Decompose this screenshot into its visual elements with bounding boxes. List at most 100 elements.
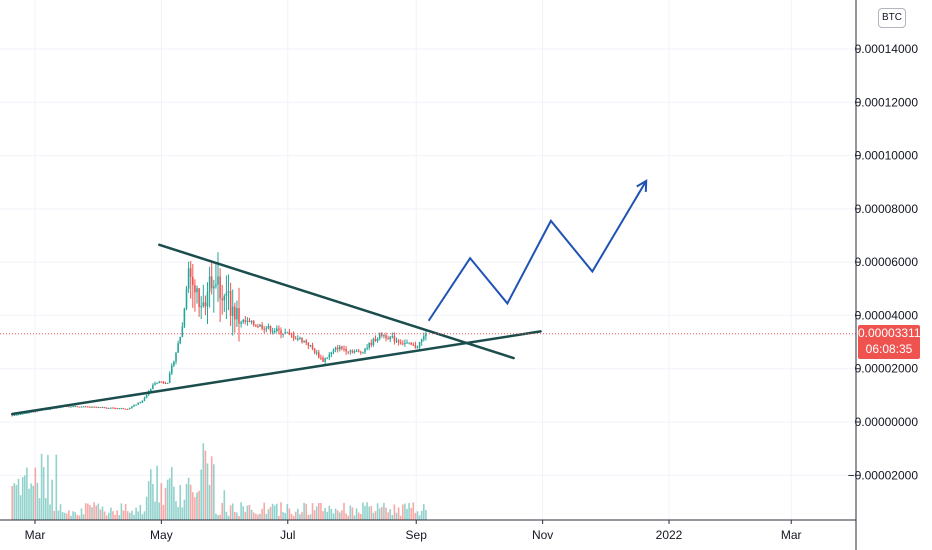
candle-body: [315, 352, 318, 354]
volume-bar: [360, 514, 362, 520]
volume-bar: [185, 483, 188, 520]
volume-bar: [404, 503, 406, 520]
volume-bar: [305, 503, 308, 520]
trendline-support[interactable]: [10, 330, 542, 416]
volume-bar: [229, 505, 232, 520]
candle-body: [175, 352, 177, 362]
volume-bar: [114, 514, 116, 520]
projection-arrowhead: [636, 179, 648, 192]
candle-body: [179, 336, 182, 344]
candle-body: [393, 336, 396, 342]
candle-body: [320, 357, 322, 359]
candle-body: [187, 268, 190, 289]
candle-body: [99, 407, 102, 409]
volume-bar: [177, 507, 179, 520]
volume-bar: [147, 481, 150, 520]
candle-body: [252, 320, 255, 325]
candle-body: [137, 402, 140, 405]
candle-body: [345, 349, 347, 352]
volume-bar: [330, 508, 333, 520]
volume-bar: [181, 507, 184, 520]
candle-body: [101, 407, 104, 409]
volume-bar: [198, 490, 200, 520]
x-tick-label: Sep: [406, 528, 428, 542]
volume-bar: [336, 510, 339, 520]
volume-bar: [326, 511, 329, 520]
volume-bar: [49, 504, 51, 520]
volume-bar: [139, 504, 142, 520]
candle-body: [322, 357, 324, 362]
volume-bar: [234, 511, 236, 520]
volume-bar: [192, 492, 194, 520]
volume-bar: [223, 490, 226, 520]
candle-body: [108, 407, 110, 409]
volume-bar: [246, 505, 249, 520]
y-tick-label: 0.00004000: [855, 308, 919, 322]
candle-body: [255, 324, 257, 327]
volume-bar: [158, 502, 161, 520]
candle-body: [87, 406, 89, 408]
candle-body: [19, 414, 22, 416]
volume-bar: [66, 513, 68, 520]
candle-body: [328, 354, 331, 358]
candle-body: [229, 291, 232, 316]
candle-body: [210, 276, 213, 289]
candle-body: [234, 306, 236, 320]
candle-body: [185, 288, 188, 309]
volume-bar: [332, 513, 335, 520]
volume-bar: [32, 485, 35, 520]
projection-line[interactable]: [427, 180, 648, 322]
candle-body: [301, 337, 303, 343]
volume-bar: [156, 465, 158, 520]
candle-body: [26, 412, 28, 414]
volume-bar: [63, 512, 66, 520]
volume-bar: [173, 486, 175, 520]
volume-bar: [343, 502, 345, 520]
currency-button[interactable]: BTC: [878, 8, 906, 28]
volume-bar: [61, 512, 64, 520]
candle-body: [204, 302, 207, 307]
candle-body: [166, 382, 169, 384]
candle-body: [11, 415, 14, 417]
volume-bar: [15, 485, 18, 520]
candle-body: [152, 384, 154, 389]
candle-body: [231, 306, 234, 316]
volume-bar: [133, 514, 135, 520]
candle-body: [70, 406, 72, 408]
candle-body: [221, 298, 224, 301]
candle-body: [378, 332, 381, 339]
candle-body: [374, 338, 377, 342]
volume-bar: [42, 467, 45, 520]
candle-body: [265, 328, 268, 330]
volume-bar: [393, 504, 396, 520]
candle-body: [160, 381, 163, 383]
volume-bar: [238, 515, 240, 520]
volume-bar: [299, 514, 301, 520]
volume-bar: [200, 469, 203, 520]
y-tick-label: 0.00010000: [855, 149, 919, 163]
candle-body: [242, 319, 245, 323]
volume-bar: [311, 503, 314, 520]
candle-body: [215, 284, 217, 287]
volume-bar: [112, 511, 114, 520]
volume-bar: [257, 514, 259, 520]
candle-body: [324, 358, 326, 362]
volume-bar: [97, 503, 100, 520]
volume-bar: [313, 510, 316, 520]
candle-body: [347, 351, 350, 353]
candle-body: [133, 405, 135, 407]
volume-bar: [129, 512, 131, 520]
candle-body: [32, 411, 35, 413]
trendline-resistance[interactable]: [158, 243, 515, 360]
volume-bar: [11, 485, 14, 520]
volume-bar: [93, 502, 95, 520]
y-tick-label: 0.00000000: [855, 415, 919, 429]
volume-bar: [376, 503, 379, 520]
candle-body: [194, 285, 196, 293]
volume-bar: [280, 502, 282, 520]
candle-body: [334, 347, 337, 350]
candle-body: [213, 286, 215, 289]
